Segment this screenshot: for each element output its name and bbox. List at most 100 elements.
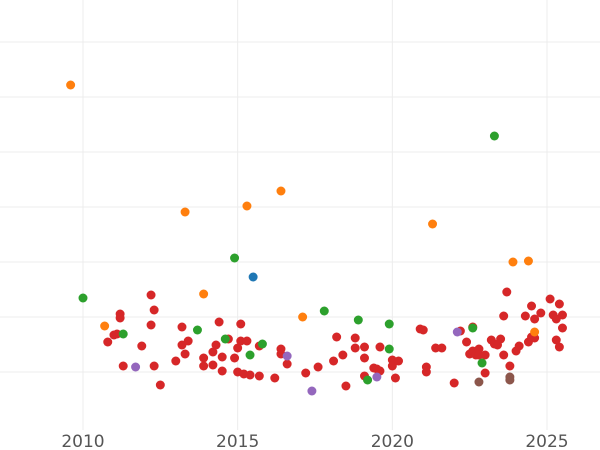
data-point <box>313 362 323 372</box>
x-tick-label: 2025 <box>525 432 568 450</box>
data-point <box>220 334 230 344</box>
data-point <box>146 320 156 330</box>
data-point <box>214 317 224 327</box>
data-point <box>489 131 499 141</box>
data-point <box>390 373 400 383</box>
data-point <box>428 219 438 229</box>
data-point <box>329 356 339 366</box>
data-point <box>199 361 209 371</box>
data-point <box>66 80 76 90</box>
data-point <box>502 287 512 297</box>
data-point <box>359 342 369 352</box>
data-point <box>394 356 404 366</box>
data-point <box>499 311 509 321</box>
data-point <box>551 335 561 345</box>
data-point <box>530 314 540 324</box>
data-point <box>468 323 478 333</box>
data-point <box>177 322 187 332</box>
data-point <box>254 371 264 381</box>
data-point <box>230 353 240 363</box>
data-point <box>257 339 267 349</box>
data-point <box>180 349 190 359</box>
data-point <box>350 333 360 343</box>
data-point <box>242 336 252 346</box>
data-point <box>192 325 202 335</box>
data-point <box>557 323 567 333</box>
data-point <box>474 350 484 360</box>
data-point <box>298 312 308 322</box>
data-point <box>431 343 441 353</box>
data-point <box>118 361 128 371</box>
data-point <box>199 353 209 363</box>
data-point <box>536 308 546 318</box>
data-point <box>115 313 125 323</box>
data-point <box>307 386 317 396</box>
data-point <box>363 375 373 385</box>
data-point <box>437 343 447 353</box>
data-point <box>217 366 227 376</box>
data-point <box>520 311 530 321</box>
data-point <box>208 347 218 357</box>
data-point <box>474 377 484 387</box>
data-point <box>118 329 128 339</box>
data-point <box>452 327 462 337</box>
data-point <box>171 356 181 366</box>
data-point <box>301 368 311 378</box>
data-point <box>523 256 533 266</box>
data-point <box>505 361 515 371</box>
data-point <box>137 341 147 351</box>
horizontal-gridlines <box>0 41 600 373</box>
data-point <box>359 353 369 363</box>
data-point <box>112 329 122 339</box>
data-point <box>149 305 159 315</box>
data-point <box>276 186 286 196</box>
data-point <box>554 342 564 352</box>
data-point <box>508 257 518 267</box>
data-point <box>103 337 113 347</box>
data-point <box>384 319 394 329</box>
data-point <box>514 341 524 351</box>
data-point <box>554 299 564 309</box>
data-point <box>353 315 363 325</box>
data-point <box>270 373 280 383</box>
data-point <box>149 361 159 371</box>
data-point <box>341 381 351 391</box>
data-point <box>499 350 509 360</box>
data-point <box>557 310 567 320</box>
data-point <box>319 306 329 316</box>
data-point <box>530 327 540 337</box>
data-point <box>242 201 252 211</box>
data-point <box>375 342 385 352</box>
data-point <box>449 378 459 388</box>
data-point <box>332 332 342 342</box>
data-point <box>236 319 246 329</box>
data-point <box>418 325 428 335</box>
data-point <box>421 362 431 372</box>
data-point <box>78 293 88 303</box>
data-point <box>131 362 141 372</box>
data-point <box>505 375 515 385</box>
x-axis-ticks: 2010 2015 2020 2025 <box>61 432 568 450</box>
data-point <box>384 344 394 354</box>
x-tick-label: 2020 <box>371 432 414 450</box>
data-point <box>155 380 165 390</box>
data-point <box>230 253 240 263</box>
data-point <box>236 336 246 346</box>
data-point <box>338 350 348 360</box>
data-point <box>282 359 292 369</box>
data-point <box>217 352 227 362</box>
data-point <box>527 301 537 311</box>
data-point <box>462 337 472 347</box>
data-point <box>211 340 221 350</box>
data-point <box>183 336 193 346</box>
data-point <box>480 350 490 360</box>
data-point <box>477 358 487 368</box>
data-point <box>545 294 555 304</box>
data-point <box>387 361 397 371</box>
data-point <box>233 343 243 353</box>
data-point <box>245 350 255 360</box>
data-points <box>66 80 567 396</box>
data-point <box>496 334 506 344</box>
